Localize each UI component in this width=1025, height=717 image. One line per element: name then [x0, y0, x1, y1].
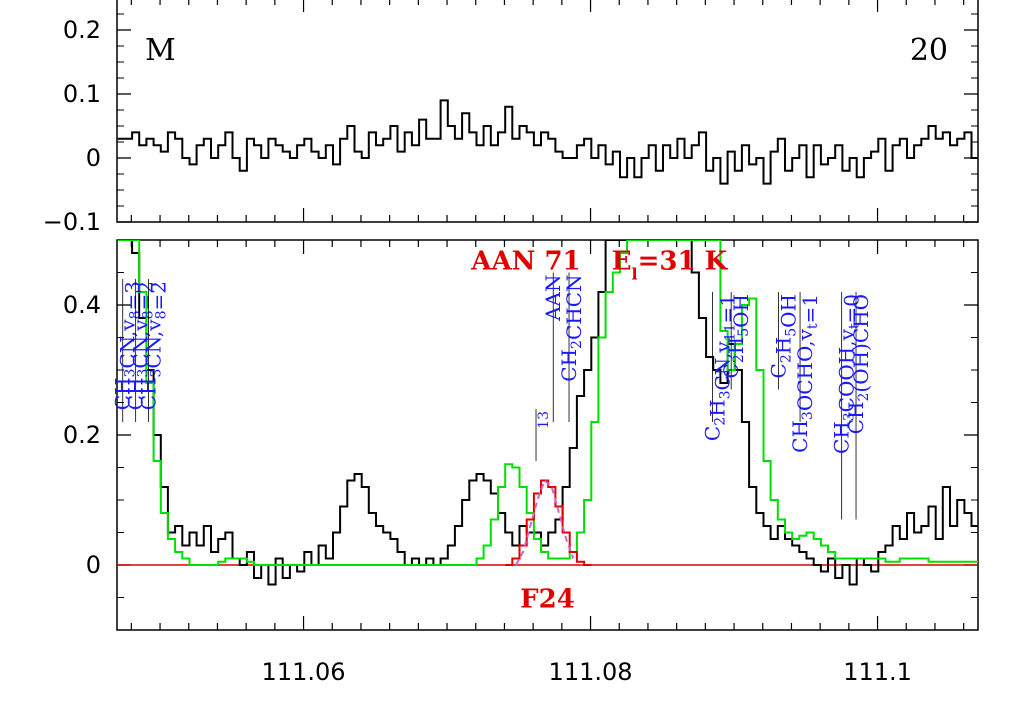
series-line-1-3 — [515, 478, 575, 566]
y-tick-label-1-0: 0 — [86, 551, 101, 579]
molecule-label-3: 13 — [536, 411, 552, 429]
molecule-label-10: CH3COOH,vt=0 — [830, 294, 864, 454]
molecule-label-11: CH2(OH)CHO — [844, 294, 873, 434]
y-tick-label-1-1: 0.2 — [63, 421, 101, 449]
x-tick-label-0: 111.06 — [262, 658, 346, 686]
annotation-1: El=31 K — [612, 246, 729, 283]
molecule-label-4: AAN — [541, 275, 565, 322]
molecule-label-8: C2H5OH — [767, 294, 801, 378]
y-tick-label-0-3: 0.2 — [63, 16, 101, 44]
molecule-label-2: CH3CN,v8=2 — [137, 281, 171, 410]
molecule-label-6: C2H3CN,v11=1 — [701, 294, 740, 441]
corner-label-right: 20 — [910, 33, 948, 68]
corner-label-left: M — [145, 33, 176, 68]
x-tick-label-1: 111.08 — [549, 658, 633, 686]
y-tick-label-0-0: −0.1 — [43, 208, 101, 236]
molecule-label-7: C2H5OH — [719, 294, 753, 378]
y-tick-label-0-1: 0 — [86, 144, 101, 172]
series-line-0-0 — [117, 99, 978, 185]
y-tick-label-0-2: 0.1 — [63, 80, 101, 108]
molecule-label-9: CH3OCHO,vt=1 — [788, 294, 822, 453]
y-tick-label-1-2: 0.4 — [63, 291, 101, 319]
series-line-1-1 — [117, 240, 978, 566]
x-tick-label-2: 111.1 — [843, 658, 912, 686]
molecule-label-5: CH2CHCN — [557, 275, 586, 382]
annotation-2: F24 — [520, 584, 575, 614]
residual-panel-frame — [116, 0, 979, 223]
annotation-0: AAN 71 — [470, 246, 580, 276]
